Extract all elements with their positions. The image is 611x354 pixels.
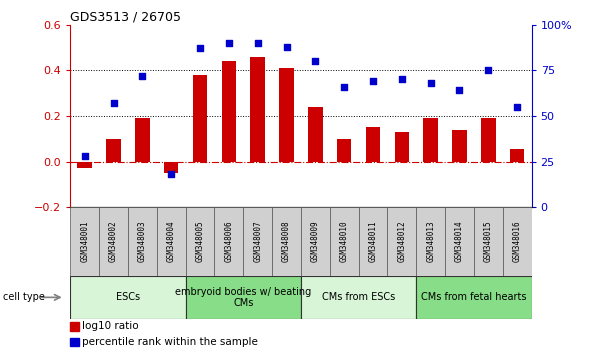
Text: GSM348009: GSM348009 bbox=[311, 221, 320, 262]
Text: GSM348014: GSM348014 bbox=[455, 221, 464, 262]
Point bbox=[282, 44, 291, 50]
Text: ESCs: ESCs bbox=[116, 292, 140, 302]
Bar bbox=[70, 276, 186, 319]
Text: GSM348010: GSM348010 bbox=[340, 221, 349, 262]
Point bbox=[80, 153, 90, 159]
Text: CMs from fetal hearts: CMs from fetal hearts bbox=[421, 292, 527, 302]
Bar bbox=[70, 322, 79, 331]
Bar bbox=[272, 207, 301, 276]
Text: GSM348008: GSM348008 bbox=[282, 221, 291, 262]
Text: embryoid bodies w/ beating
CMs: embryoid bodies w/ beating CMs bbox=[175, 286, 312, 308]
Text: GSM348004: GSM348004 bbox=[167, 221, 176, 262]
Point bbox=[426, 80, 436, 86]
Bar bbox=[416, 207, 445, 276]
Bar bbox=[423, 118, 438, 161]
Bar bbox=[78, 161, 92, 169]
Bar bbox=[395, 132, 409, 161]
Text: GSM348003: GSM348003 bbox=[138, 221, 147, 262]
Text: GSM348007: GSM348007 bbox=[253, 221, 262, 262]
Bar bbox=[70, 338, 79, 346]
Bar bbox=[157, 207, 186, 276]
Bar bbox=[128, 207, 157, 276]
Point bbox=[455, 87, 464, 93]
Text: GSM348005: GSM348005 bbox=[196, 221, 205, 262]
Bar bbox=[106, 139, 121, 161]
Bar bbox=[452, 130, 467, 161]
Text: GSM348011: GSM348011 bbox=[368, 221, 378, 262]
Text: GDS3513 / 26705: GDS3513 / 26705 bbox=[70, 11, 181, 24]
Bar bbox=[330, 207, 359, 276]
Bar bbox=[214, 207, 243, 276]
Bar bbox=[222, 61, 236, 161]
Point bbox=[339, 84, 349, 90]
Point bbox=[397, 76, 407, 82]
Text: GSM348016: GSM348016 bbox=[513, 221, 522, 262]
Bar bbox=[366, 127, 380, 161]
Text: GSM348013: GSM348013 bbox=[426, 221, 435, 262]
Point bbox=[195, 46, 205, 51]
Bar bbox=[186, 276, 301, 319]
Text: log10 ratio: log10 ratio bbox=[82, 321, 139, 331]
Point bbox=[109, 100, 119, 106]
Text: CMs from ESCs: CMs from ESCs bbox=[322, 292, 395, 302]
Bar bbox=[164, 161, 178, 173]
Bar bbox=[186, 207, 214, 276]
Point bbox=[166, 171, 176, 177]
Bar bbox=[359, 207, 387, 276]
Point bbox=[253, 40, 263, 46]
Bar bbox=[135, 118, 150, 161]
Text: GSM348012: GSM348012 bbox=[397, 221, 406, 262]
Bar bbox=[337, 139, 351, 161]
Bar bbox=[251, 57, 265, 161]
Text: GSM348015: GSM348015 bbox=[484, 221, 493, 262]
Point bbox=[368, 79, 378, 84]
Bar bbox=[193, 75, 207, 161]
Point bbox=[224, 40, 234, 46]
Text: GSM348001: GSM348001 bbox=[80, 221, 89, 262]
Bar bbox=[416, 276, 532, 319]
Point bbox=[310, 58, 320, 64]
Text: cell type: cell type bbox=[3, 292, 45, 302]
Bar bbox=[301, 207, 330, 276]
Bar bbox=[308, 107, 323, 161]
Bar bbox=[99, 207, 128, 276]
Bar bbox=[279, 68, 294, 161]
Bar bbox=[445, 207, 474, 276]
Point bbox=[512, 104, 522, 110]
Bar bbox=[481, 118, 496, 161]
Text: percentile rank within the sample: percentile rank within the sample bbox=[82, 337, 258, 347]
Bar bbox=[70, 207, 99, 276]
Bar bbox=[510, 149, 524, 161]
Text: GSM348002: GSM348002 bbox=[109, 221, 118, 262]
Point bbox=[137, 73, 147, 79]
Bar bbox=[503, 207, 532, 276]
Text: GSM348006: GSM348006 bbox=[224, 221, 233, 262]
Point bbox=[483, 68, 493, 73]
Bar bbox=[474, 207, 503, 276]
Bar bbox=[243, 207, 272, 276]
Bar bbox=[387, 207, 416, 276]
Bar bbox=[301, 276, 416, 319]
